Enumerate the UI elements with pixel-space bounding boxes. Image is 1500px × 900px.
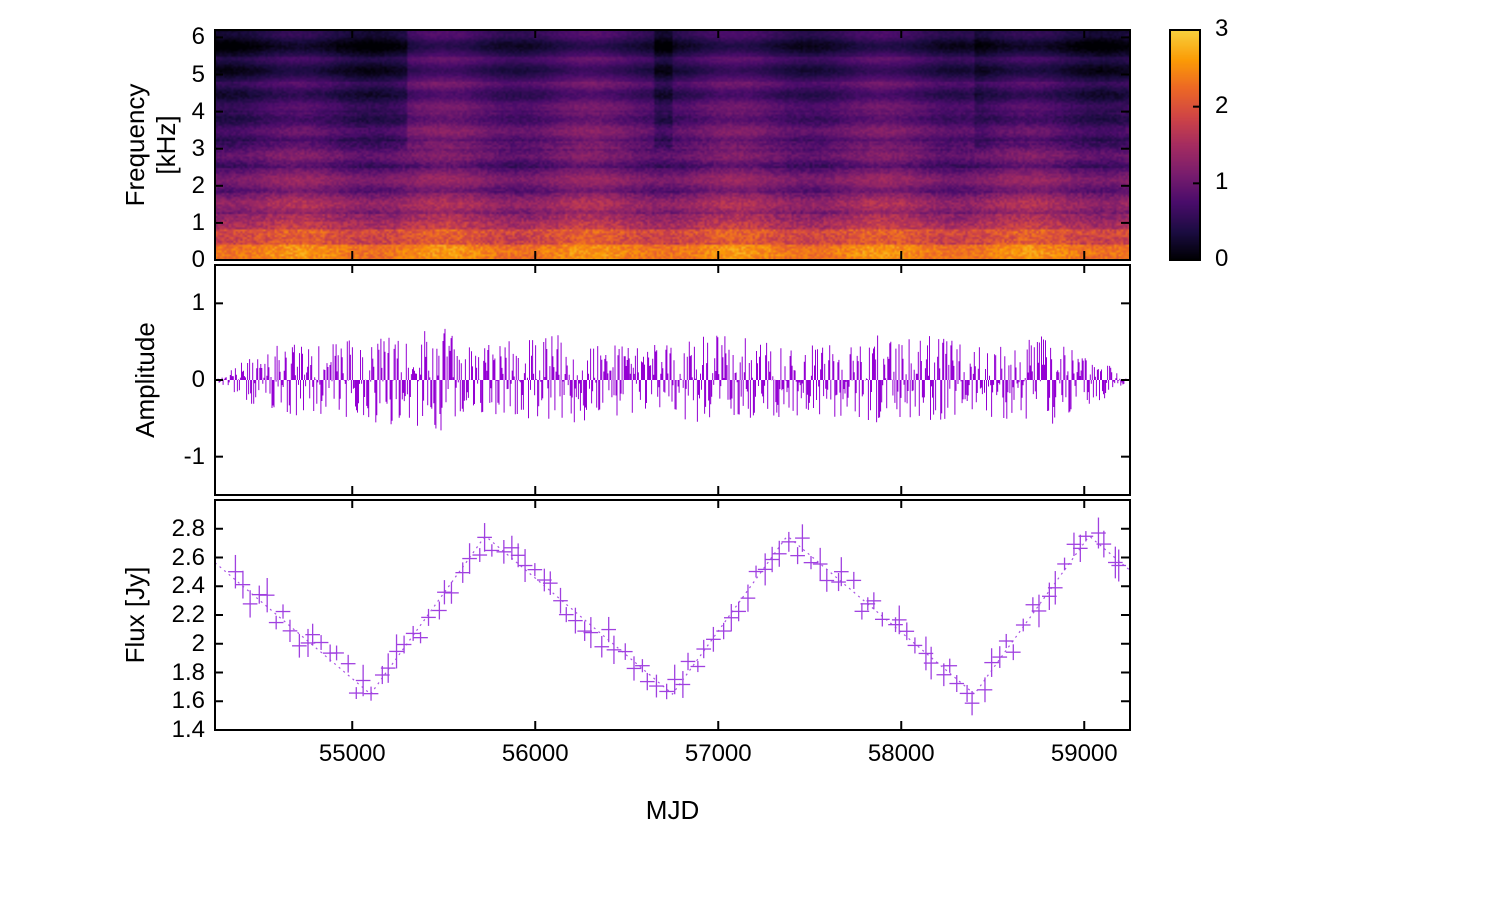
spectrogram-ytick-label: 3 xyxy=(165,135,205,163)
spectrogram-ytick-label: 0 xyxy=(165,246,205,274)
x-tick-label: 56000 xyxy=(502,740,569,768)
spectrogram-ytick-label: 4 xyxy=(165,98,205,126)
x-axis-label: MJD xyxy=(215,795,1130,826)
flux-ytick-label: 1.4 xyxy=(150,716,205,744)
spectrogram-axes xyxy=(214,29,1131,261)
x-tick-label: 55000 xyxy=(319,740,386,768)
amplitude-ytick-label: 1 xyxy=(160,289,205,317)
flux-ytick-label: 2 xyxy=(150,630,205,658)
amplitude-svg xyxy=(214,264,1131,496)
spectrogram-ytick-label: 1 xyxy=(165,209,205,237)
flux-ytick-label: 1.8 xyxy=(150,659,205,687)
flux-svg xyxy=(214,499,1131,731)
x-tick-label: 57000 xyxy=(685,740,752,768)
flux-ylabel: Flux [Jy] xyxy=(120,500,151,730)
amplitude-ytick-label: -1 xyxy=(160,443,205,471)
flux-ytick-label: 2.8 xyxy=(150,515,205,543)
flux-ytick-label: 1.6 xyxy=(150,687,205,715)
amplitude-ytick-label: 0 xyxy=(160,366,205,394)
x-tick-label: 59000 xyxy=(1051,740,1118,768)
colorbar-tick-label: 1 xyxy=(1215,168,1228,196)
spectrogram-ytick-label: 6 xyxy=(165,23,205,51)
amplitude-ylabel: Amplitude xyxy=(130,265,161,495)
colorbar-tick-label: 0 xyxy=(1215,245,1228,273)
ylabel-freq-line1: Frequency xyxy=(120,84,150,207)
flux-ytick-label: 2.2 xyxy=(150,601,205,629)
spectrogram-ytick-label: 2 xyxy=(165,172,205,200)
flux-ytick-label: 2.6 xyxy=(150,544,205,572)
spectrogram-ytick-label: 5 xyxy=(165,61,205,89)
colorbar-tick-label: 3 xyxy=(1215,15,1228,43)
x-tick-label: 58000 xyxy=(868,740,935,768)
flux-ytick-label: 2.4 xyxy=(150,572,205,600)
colorbar-tick-label: 2 xyxy=(1215,92,1228,120)
colorbar-axes xyxy=(1169,29,1201,261)
